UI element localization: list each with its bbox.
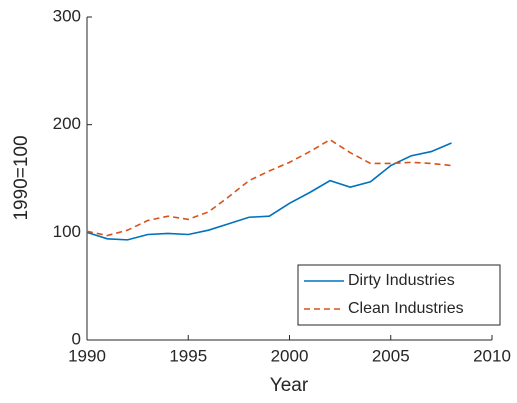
legend-box — [297, 264, 501, 326]
y-axis-label: 1990=100 — [11, 135, 32, 220]
x-axis-label: Year — [270, 375, 309, 396]
line-series — [86, 138, 452, 237]
y-tick-label: 100 — [53, 222, 81, 241]
y-tick-label: 0 — [72, 329, 81, 348]
x-tick-label: 1990 — [68, 346, 106, 365]
x-tick-label: 2000 — [271, 346, 309, 365]
x-tick-label: 1995 — [169, 346, 207, 365]
y-tick-label: 300 — [53, 6, 81, 25]
legend-label: Dirty Industries — [348, 272, 455, 289]
x-tick-label: 2005 — [372, 346, 410, 365]
legend-label: Clean Industries — [348, 300, 464, 317]
line-series — [86, 142, 452, 241]
x-tick-label: 2010 — [473, 346, 511, 365]
y-tick-label: 200 — [53, 114, 81, 133]
